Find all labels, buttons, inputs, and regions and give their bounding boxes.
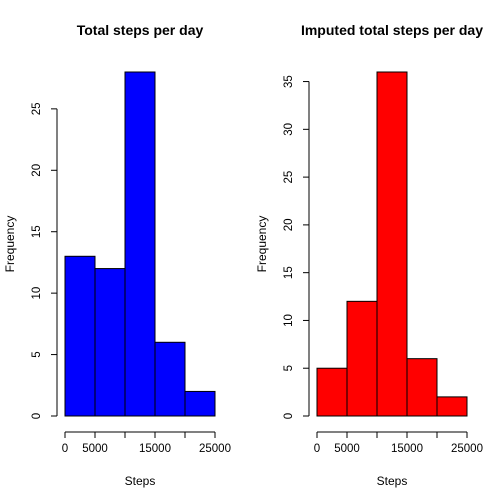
y-tick-label: 35	[283, 75, 295, 88]
x-tick-label: 15000	[139, 443, 171, 455]
y-tick-label: 10	[283, 314, 295, 327]
y-tick-label: 25	[283, 171, 295, 184]
histogram-bar	[94, 268, 126, 417]
y-tick-label: 0	[31, 413, 43, 419]
histogram-bar	[124, 71, 156, 417]
histogram-bar	[316, 367, 348, 417]
right-histogram-panel: Imputed total steps per day Steps Freque…	[255, 22, 483, 488]
histogram-bar	[406, 358, 438, 417]
x-tick-label: 0	[62, 443, 68, 455]
y-tick-label: 0	[283, 413, 295, 419]
left-histogram-panel: Total steps per day Steps Frequency 0 5 10…	[3, 22, 231, 488]
x-tick-label: 5000	[82, 443, 108, 455]
y-tick-label: 20	[31, 164, 43, 177]
histogram-bar	[154, 341, 186, 417]
y-tick-label: 15	[283, 266, 295, 279]
x-tick-label: 15000	[391, 443, 423, 455]
histogram-bar	[64, 255, 96, 417]
y-tick-label: 30	[283, 123, 295, 136]
y-tick-label: 15	[31, 225, 43, 238]
chart-title: Total steps per day	[77, 22, 204, 38]
x-tick-label: 0	[314, 443, 320, 455]
histogram-bar	[346, 300, 378, 417]
histogram-bar	[436, 396, 468, 417]
y-tick-label: 25	[31, 102, 43, 115]
histogram-bar	[376, 71, 408, 417]
y-axis-label: Frequency	[3, 216, 17, 273]
x-tick-label: 25000	[451, 443, 483, 455]
x-axis-label: Steps	[377, 474, 408, 488]
y-tick-label: 10	[31, 287, 43, 300]
y-tick-label: 5	[283, 365, 295, 371]
x-tick-label: 25000	[199, 443, 231, 455]
x-tick-label: 5000	[334, 443, 360, 455]
x-axis-label: Steps	[125, 474, 156, 488]
y-tick-label: 20	[283, 218, 295, 231]
y-axis-label: Frequency	[255, 216, 269, 273]
histogram-bar	[184, 390, 216, 417]
y-tick-label: 5	[31, 351, 43, 357]
chart-title: Imputed total steps per day	[301, 22, 483, 38]
